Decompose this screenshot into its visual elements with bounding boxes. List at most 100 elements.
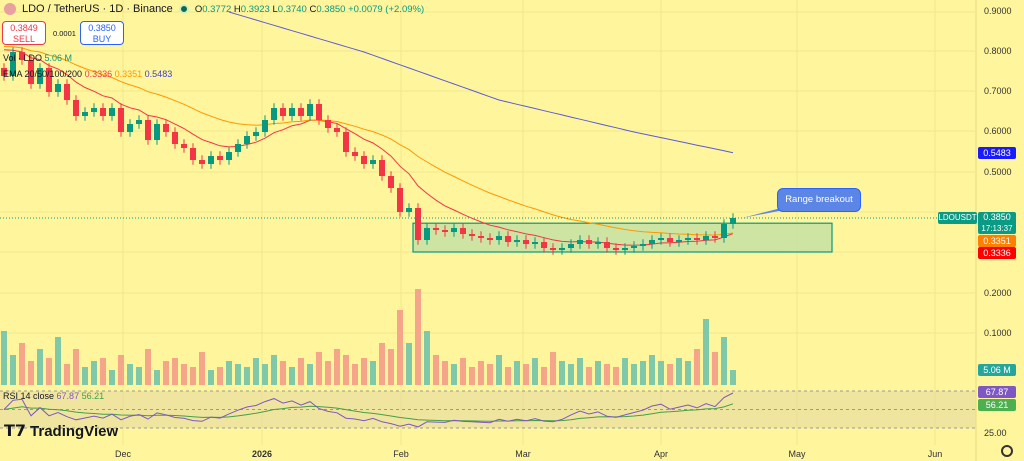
volume-bar bbox=[622, 358, 628, 385]
candle bbox=[550, 248, 556, 250]
price-tick: 0.5000 bbox=[984, 167, 1012, 177]
candle bbox=[10, 52, 16, 76]
candle bbox=[253, 132, 259, 136]
volume-bar bbox=[199, 352, 205, 385]
price-tick: 0.2000 bbox=[984, 288, 1012, 298]
candle bbox=[37, 68, 43, 84]
candle bbox=[217, 156, 223, 160]
volume-bar bbox=[1, 331, 7, 385]
candle bbox=[424, 228, 430, 240]
candle bbox=[388, 176, 394, 188]
volume-bar bbox=[361, 358, 367, 385]
spread: 0.0001 bbox=[53, 29, 76, 38]
settings-gear-icon[interactable] bbox=[1001, 445, 1013, 457]
candle bbox=[127, 124, 133, 132]
candle bbox=[199, 160, 205, 164]
candle bbox=[514, 240, 520, 242]
rsi-legend[interactable]: RSI 14 close 67.87 56.21 bbox=[3, 391, 105, 401]
buy-button[interactable]: 0.3850 BUY bbox=[80, 21, 124, 45]
volume-bar bbox=[604, 364, 610, 385]
candle bbox=[136, 120, 142, 124]
time-tick: May bbox=[788, 449, 806, 459]
candle bbox=[631, 246, 637, 248]
candle bbox=[343, 132, 349, 152]
volume-bar bbox=[316, 352, 322, 385]
candle bbox=[73, 100, 79, 116]
ema50-line bbox=[3, 46, 734, 236]
symbol-title[interactable]: LDO / TetherUS · 1D · Binance bbox=[22, 3, 173, 15]
ema200-line bbox=[228, 11, 734, 154]
last-price-tag: 0.3850 17:13:37 bbox=[978, 212, 1016, 234]
volume-bar bbox=[712, 352, 718, 385]
candle bbox=[298, 108, 304, 116]
candle bbox=[271, 108, 277, 120]
candle bbox=[352, 152, 358, 156]
volume-bar bbox=[289, 367, 295, 385]
candle bbox=[505, 236, 511, 242]
volume-bar bbox=[541, 367, 547, 385]
ema200-tag: 0.5483 bbox=[978, 147, 1016, 159]
volume-bar bbox=[649, 355, 655, 385]
volume-bar bbox=[577, 358, 583, 385]
volume-bar bbox=[37, 349, 43, 385]
volume-bar bbox=[163, 361, 169, 385]
candle bbox=[82, 112, 88, 116]
volume-bar bbox=[397, 310, 403, 385]
range-breakout-callout[interactable]: Range breakout bbox=[777, 188, 861, 212]
candle bbox=[361, 156, 367, 164]
volume-bar bbox=[550, 352, 556, 385]
volume-bar bbox=[334, 349, 340, 385]
candle bbox=[586, 240, 592, 244]
volume-bar bbox=[145, 349, 151, 385]
candle bbox=[289, 108, 295, 116]
volume-bar bbox=[451, 364, 457, 385]
volume-bar bbox=[46, 358, 52, 385]
ema-legend[interactable]: EMA 20/50/100/200 0.3336 0.3351 0.5483 bbox=[3, 69, 173, 79]
volume-bar bbox=[10, 355, 16, 385]
candle bbox=[64, 84, 70, 100]
volume-bar bbox=[343, 355, 349, 385]
candle bbox=[649, 240, 655, 244]
volume-bar bbox=[631, 364, 637, 385]
candle bbox=[406, 208, 412, 212]
sell-button[interactable]: 0.3849 SELL bbox=[2, 21, 46, 45]
volume-bar bbox=[433, 355, 439, 385]
volume-bar bbox=[415, 289, 421, 385]
candle bbox=[694, 238, 700, 240]
volume-bar bbox=[118, 355, 124, 385]
volume-bar bbox=[730, 370, 736, 385]
candle bbox=[478, 236, 484, 238]
candle bbox=[685, 238, 691, 240]
candle bbox=[109, 108, 115, 116]
volume-bar bbox=[100, 358, 106, 385]
volume-bar bbox=[226, 361, 232, 385]
volume-bar bbox=[640, 361, 646, 385]
candle bbox=[604, 242, 610, 248]
candle bbox=[640, 244, 646, 246]
candle bbox=[487, 238, 493, 240]
volume-bar bbox=[694, 349, 700, 385]
volume-bar bbox=[685, 361, 691, 385]
candle bbox=[46, 68, 52, 92]
volume-bar bbox=[667, 364, 673, 385]
volume-legend[interactable]: Vol · LDO 5.06 M bbox=[3, 53, 73, 63]
candle bbox=[262, 120, 268, 132]
volume-bar bbox=[280, 361, 286, 385]
candle bbox=[433, 228, 439, 230]
candle bbox=[55, 84, 61, 92]
candle bbox=[613, 248, 619, 250]
candle bbox=[577, 240, 583, 244]
time-tick: Dec bbox=[114, 449, 132, 459]
volume-bar bbox=[55, 337, 61, 385]
candle bbox=[451, 228, 457, 232]
tradingview-logo[interactable]: 𝗧𝟳 TradingView bbox=[4, 422, 119, 441]
candle bbox=[91, 108, 97, 112]
time-tick: Jun bbox=[927, 449, 943, 459]
ohlc-readout: O0.3772 H0.3923 L0.3740 C0.3850 +0.0079 … bbox=[194, 3, 425, 15]
volume-bar bbox=[136, 367, 142, 385]
volume-bar bbox=[271, 355, 277, 385]
candle bbox=[334, 128, 340, 132]
candle bbox=[622, 248, 628, 250]
candle bbox=[19, 52, 25, 60]
